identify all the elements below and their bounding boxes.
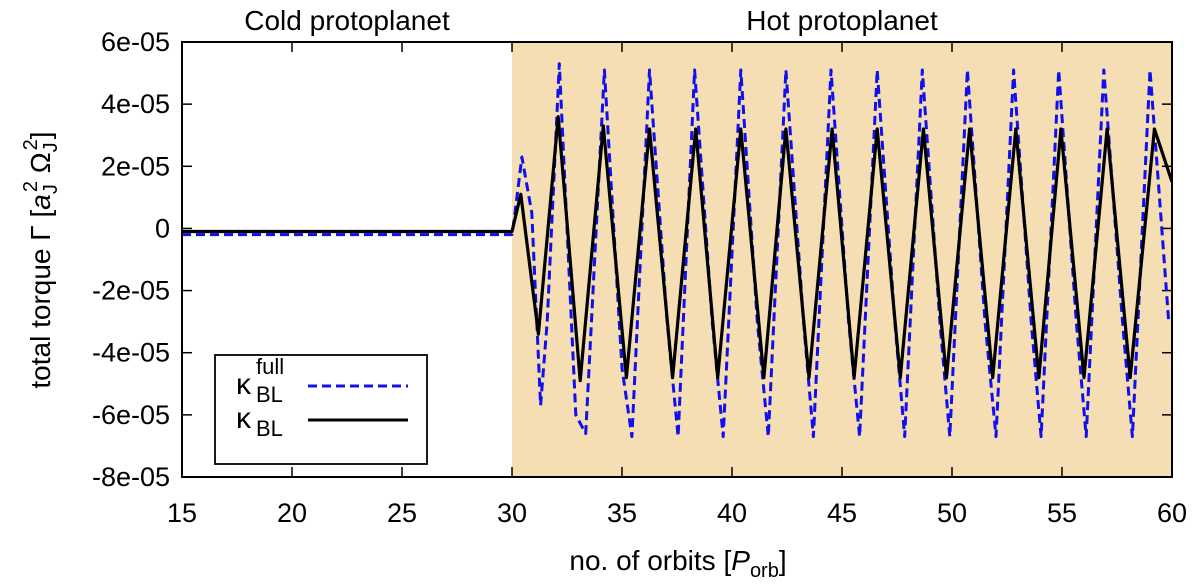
legend-label-kappa-bl: κ BL xyxy=(236,402,283,441)
legend-box xyxy=(214,354,428,465)
x-axis-label: no. of orbits [Porb] xyxy=(569,545,786,582)
y-tick-label: -4e-05 xyxy=(92,338,170,368)
x-tick-label: 50 xyxy=(937,498,967,528)
plot-frame xyxy=(181,41,1173,478)
series-line-kappa-bl xyxy=(182,115,1172,383)
x-tick-label: 30 xyxy=(497,498,527,528)
x-tick-label: 40 xyxy=(717,498,747,528)
y-tick-label: -6e-05 xyxy=(92,400,170,430)
region-label-hot: Hot protoplanet xyxy=(746,5,938,36)
y-tick-label: 4e-05 xyxy=(101,89,170,119)
y-tick-label: 2e-05 xyxy=(101,151,170,181)
y-tick-label: -2e-05 xyxy=(92,276,170,306)
y-tick-label: 0 xyxy=(155,213,170,243)
labels-layer: Cold protoplanet Hot protoplanet 15 20 25 30 3… xyxy=(20,5,1187,582)
legend-label-kappa-bl-full: κ BLfull xyxy=(236,354,284,407)
x-tick-label: 15 xyxy=(167,498,197,528)
x-tick-label: 60 xyxy=(1157,498,1187,528)
x-tick-label: 55 xyxy=(1047,498,1077,528)
x-tick-label: 45 xyxy=(827,498,857,528)
y-tick-label: -8e-05 xyxy=(92,462,170,492)
y-tick-label: 6e-05 xyxy=(101,27,170,57)
y-axis-label: total torque Γ [aJ2 ΩJ2] xyxy=(20,131,62,388)
x-tick-label: 25 xyxy=(387,498,417,528)
region-label-cold: Cold protoplanet xyxy=(244,5,450,36)
x-tick-label: 20 xyxy=(277,498,307,528)
series-layer xyxy=(182,62,1172,439)
x-tick-label: 35 xyxy=(607,498,637,528)
